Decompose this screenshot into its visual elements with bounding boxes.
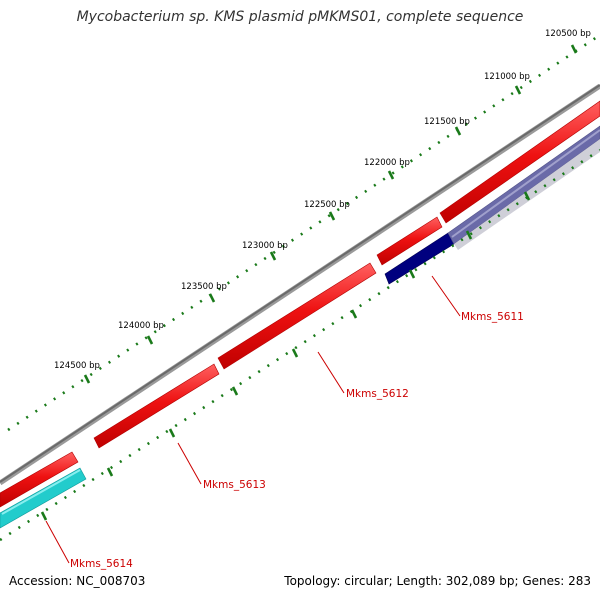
scale-label: 123500 bp — [181, 282, 227, 292]
gene-label[interactable]: Mkms_5613 — [203, 479, 266, 491]
reverse-cds — [0, 467, 87, 529]
gene-label[interactable]: Mkms_5614 — [70, 558, 133, 570]
outer-major-ticks — [83, 44, 578, 384]
scale-label: 123000 bp — [242, 241, 288, 251]
scale-label: 122000 bp — [364, 158, 410, 168]
forward-cds — [376, 216, 443, 266]
forward-cds — [93, 363, 220, 449]
scale-label: 121000 bp — [484, 72, 530, 82]
inner-major-ticks — [40, 191, 531, 521]
scale-labels: 124500 bp 124000 bp 123500 bp 123000 bp … — [54, 29, 591, 371]
forward-cds — [217, 262, 377, 370]
scale-label: 121500 bp — [424, 117, 470, 127]
sequence-backbone — [0, 83, 600, 486]
scale-label: 120500 bp — [545, 29, 591, 39]
gene-leader-lines — [45, 275, 461, 564]
accession-text: Accession: NC_008703 — [9, 574, 146, 588]
scale-label: 124000 bp — [118, 321, 164, 331]
gene-labels: Mkms_5611 Mkms_5612 Mkms_5613 Mkms_5614 — [70, 311, 524, 570]
forward-cds — [0, 451, 79, 508]
scale-label: 124500 bp — [54, 361, 100, 371]
forward-cds — [439, 100, 600, 224]
scale-label: 122500 bp — [304, 200, 350, 210]
reverse-cds-track — [0, 125, 600, 529]
outer-tick-ring — [7, 33, 600, 432]
forward-cds-track — [0, 100, 600, 508]
map-title: Mycobacterium sp. KMS plasmid pMKMS01, c… — [76, 9, 524, 25]
inner-tick-ring — [0, 148, 600, 542]
gene-label[interactable]: Mkms_5612 — [346, 388, 409, 400]
reverse-cds-highlight — [1, 469, 81, 515]
topology-summary: Topology: circular; Length: 302,089 bp; … — [284, 574, 591, 588]
gene-label[interactable]: Mkms_5611 — [461, 311, 524, 323]
reverse-cds-highlight — [451, 129, 600, 238]
